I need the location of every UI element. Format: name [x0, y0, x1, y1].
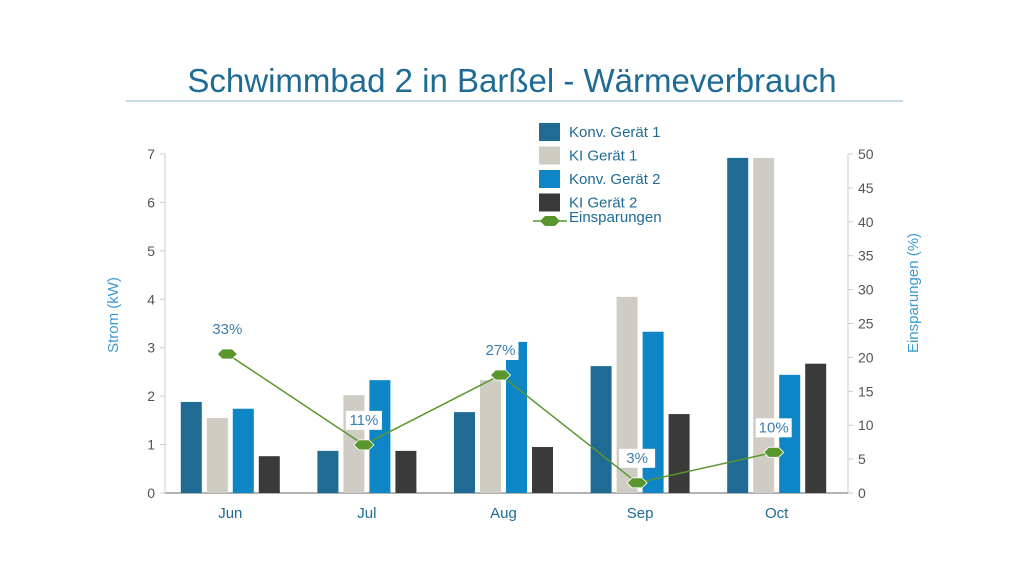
- y-tick-label: 7: [147, 146, 155, 162]
- legend-swatch: [539, 146, 560, 165]
- x-tick-label: Oct: [765, 505, 789, 522]
- y2-tick-label: 25: [858, 316, 874, 332]
- bar-konv-ger-t-1: [727, 157, 749, 494]
- y2-tick-label: 5: [858, 451, 866, 467]
- y2-axis-label: Einsparungen (%): [905, 233, 922, 353]
- line-marker: [216, 348, 238, 360]
- data-label-bg: [619, 448, 656, 468]
- data-label-bg: [755, 418, 792, 438]
- y-tick-label: 0: [147, 485, 155, 501]
- bar-ki-ger-t-1: [480, 380, 501, 493]
- data-label: 27%: [485, 342, 515, 359]
- y-tick-label: 6: [147, 194, 155, 210]
- chart-title: Schwimmbad 2 in Barßel - Wärmeverbrauch: [187, 62, 836, 99]
- data-label-bg: [209, 320, 246, 340]
- y-tick-label: 5: [147, 243, 155, 259]
- bar-ki-ger-t-2: [395, 450, 417, 493]
- bar-ki-ger-t-1: [753, 157, 775, 494]
- legend-label: KI Gerät 1: [569, 148, 637, 165]
- line-marker: [353, 439, 375, 451]
- legend-label: Konv. Gerät 1: [569, 124, 660, 141]
- bar-konv-ger-t-1: [180, 401, 202, 493]
- y2-tick-label: 50: [858, 146, 874, 162]
- bar-ki-ger-t-1: [616, 296, 638, 493]
- y-tick-label: 2: [147, 388, 155, 404]
- y-tick-label: 3: [147, 340, 155, 356]
- bar-ki-ger-t-2: [805, 363, 827, 493]
- legend-marker: [540, 216, 560, 226]
- y2-tick-label: 15: [858, 383, 874, 399]
- data-label: 10%: [759, 419, 789, 436]
- data-label: 33%: [212, 321, 242, 338]
- bar-ki-ger-t-2: [258, 456, 280, 493]
- y-tick-label: 4: [147, 291, 155, 307]
- data-label-bg: [482, 341, 519, 361]
- line-marker: [763, 446, 785, 458]
- bar-ki-ger-t-1: [206, 417, 228, 493]
- y2-tick-label: 10: [858, 417, 874, 433]
- y2-tick-label: 40: [858, 214, 874, 230]
- legend-label: KI Gerät 2: [569, 195, 637, 212]
- y2-tick-label: 20: [858, 349, 874, 365]
- legend-swatch: [539, 123, 560, 141]
- y-axis-label: Strom (kW): [105, 277, 122, 353]
- line-marker: [626, 477, 648, 489]
- legend-swatch: [539, 170, 560, 188]
- y2-tick-label: 35: [858, 248, 874, 264]
- y2-tick-label: 30: [858, 282, 874, 298]
- bar-konv-ger-t-1: [590, 366, 612, 493]
- x-tick-label: Jul: [357, 505, 376, 522]
- data-label: 3%: [626, 450, 648, 467]
- legend-label: Einsparungen: [569, 209, 662, 226]
- x-tick-label: Aug: [490, 505, 517, 522]
- legend-label: Konv. Gerät 2: [569, 171, 660, 188]
- bar-konv-ger-t-1: [317, 450, 339, 493]
- line-marker: [489, 369, 512, 381]
- bar-konv-ger-t-2: [642, 331, 664, 493]
- x-tick-label: Sep: [627, 505, 654, 522]
- data-label: 11%: [349, 412, 378, 429]
- bar-konv-ger-t-2: [506, 341, 527, 493]
- bar-ki-ger-t-2: [532, 446, 553, 493]
- data-label-bg: [345, 410, 382, 430]
- y2-tick-label: 0: [858, 485, 866, 501]
- bar-konv-ger-t-2: [232, 408, 254, 493]
- bar-ki-ger-t-2: [668, 414, 690, 493]
- y2-tick-label: 45: [858, 180, 874, 196]
- x-tick-label: Jun: [218, 505, 242, 522]
- legend-swatch: [539, 193, 560, 212]
- y-tick-label: 1: [147, 437, 155, 453]
- bar-konv-ger-t-1: [454, 412, 475, 493]
